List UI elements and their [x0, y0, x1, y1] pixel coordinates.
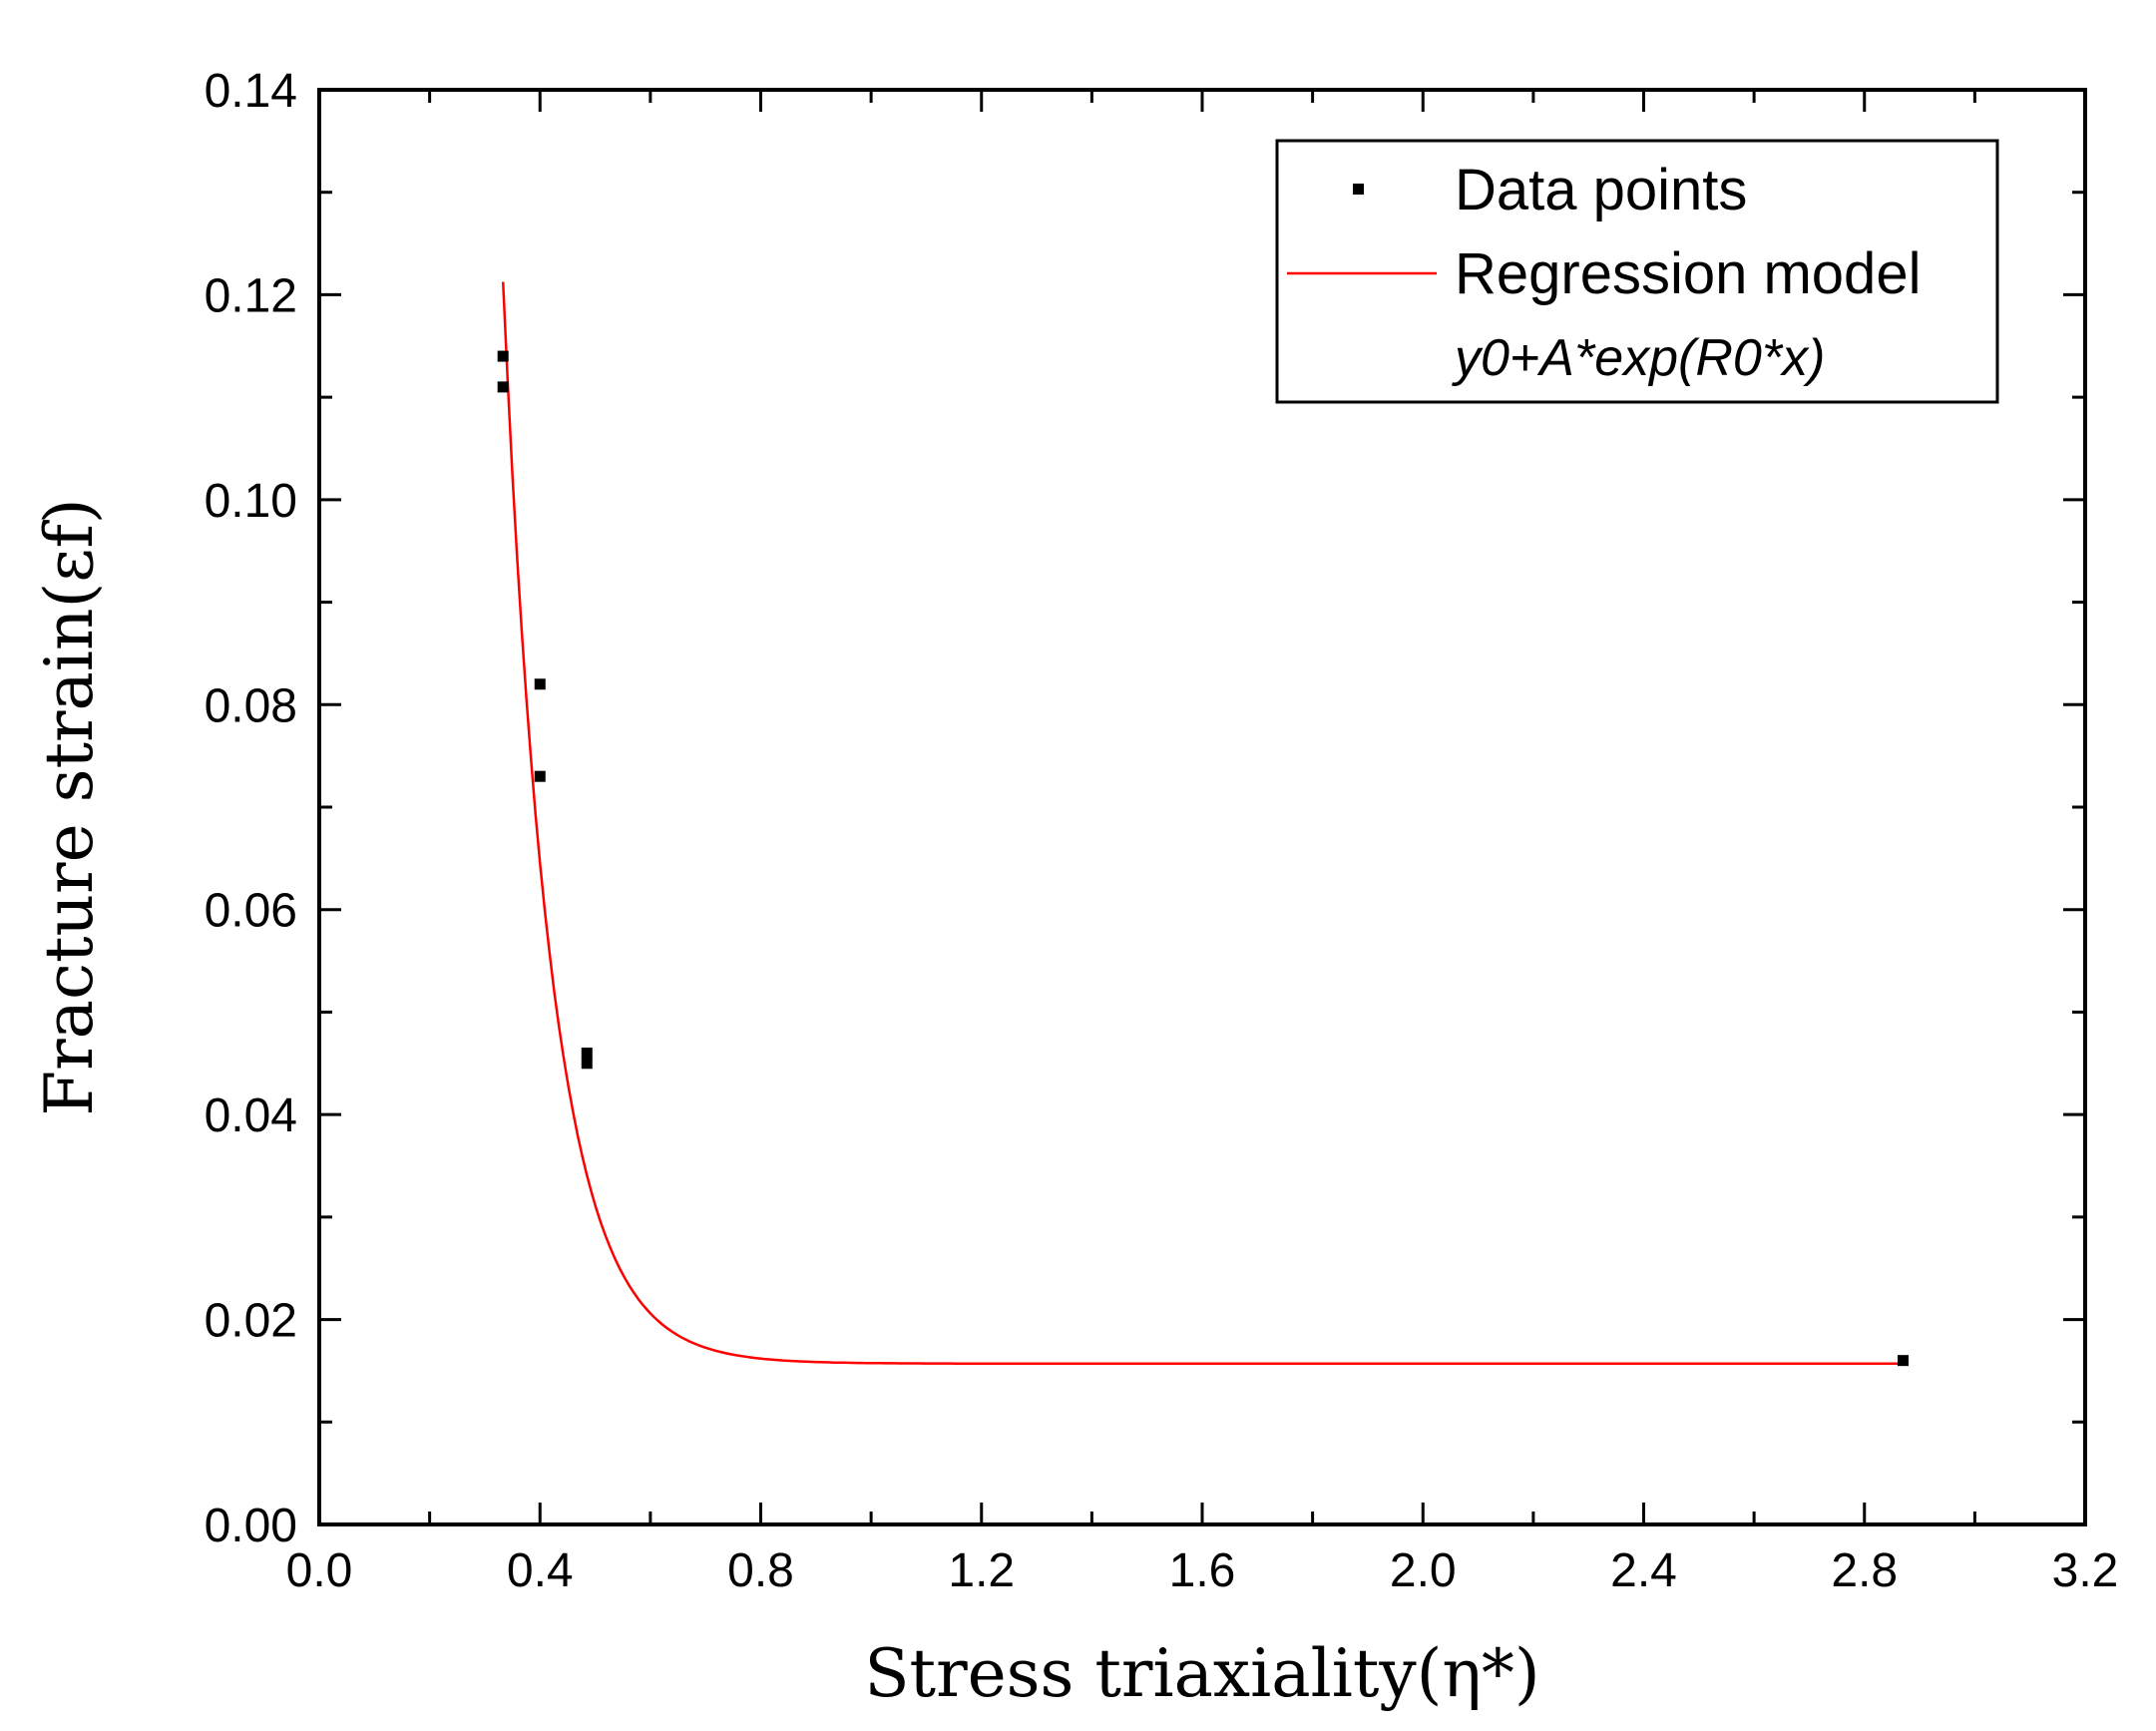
data-point [497, 350, 509, 362]
plot-frame [317, 88, 2087, 1526]
y-tick-label: 0.14 [205, 65, 297, 118]
legend-marker-data-points [1353, 184, 1364, 195]
x-tick-label: 0.0 [286, 1544, 353, 1597]
y-tick-label: 0.02 [205, 1295, 297, 1348]
x-tick-label: 2.8 [1831, 1544, 1898, 1597]
data-point [581, 1058, 593, 1070]
x-axis-title: Stress triaxiality(η*) [864, 1635, 1539, 1712]
ticks-layer: 0.0 0.4 0.8 1.2 1.6 2.0 2.4 2.8 3.2 0.00 0.02 0.04 0… [205, 65, 2119, 1597]
data-point [534, 678, 546, 690]
legend-box [1275, 139, 1999, 404]
y-axis-title: Fracture strain(εf) [31, 498, 108, 1115]
data-point [534, 770, 546, 782]
legend-label-regression: Regression model [1455, 241, 1921, 306]
data-point [497, 381, 509, 393]
marks-layer [497, 281, 1909, 1367]
y-tick-label: 0.04 [205, 1089, 297, 1142]
x-tick-label: 0.4 [507, 1544, 574, 1597]
y-tick-label: 0.08 [205, 679, 297, 732]
x-tick-label: 1.2 [948, 1544, 1015, 1597]
x-tick-label: 2.4 [1610, 1544, 1677, 1597]
y-tick-label: 0.10 [205, 475, 297, 528]
data-point [1897, 1355, 1909, 1367]
y-tick-label: 0.12 [205, 269, 297, 322]
data-point [581, 1048, 593, 1060]
legend-label-data-points: Data points [1455, 158, 1747, 222]
x-tick-label: 3.2 [2052, 1544, 2119, 1597]
x-tick-label: 2.0 [1390, 1544, 1457, 1597]
legend: Data points Regression model y0+A*exp(R0… [1275, 139, 1999, 404]
legend-formula: y0+A*exp(R0*x) [1452, 329, 1825, 387]
y-tick-label: 0.06 [205, 885, 297, 938]
x-tick-label: 0.8 [727, 1544, 794, 1597]
regression-curve [501, 281, 1904, 1365]
x-tick-label: 1.6 [1169, 1544, 1236, 1597]
y-tick-label: 0.00 [205, 1500, 297, 1552]
